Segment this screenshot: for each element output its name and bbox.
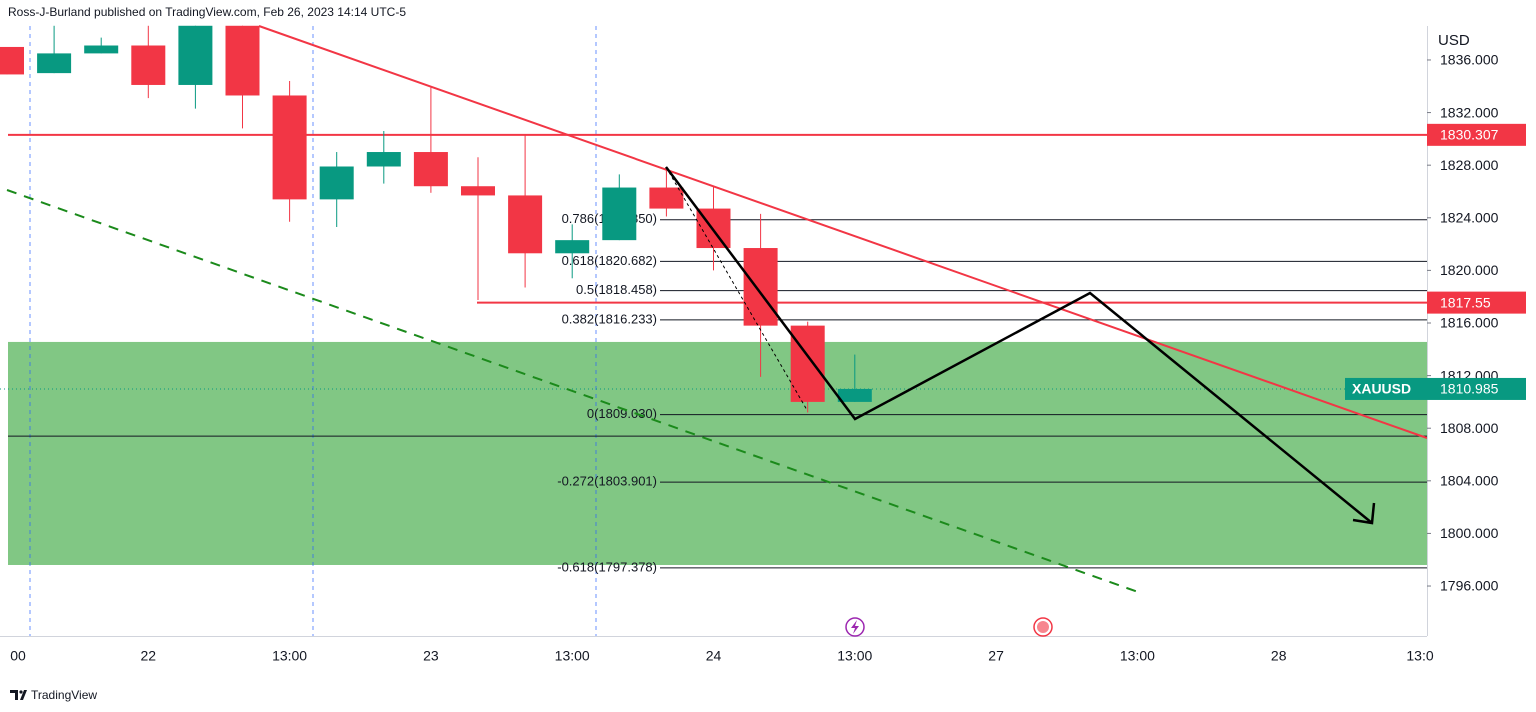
y-tick-label: 1804.000 <box>1440 473 1499 489</box>
candle-body <box>84 45 119 54</box>
price-axis-bg <box>1427 0 1536 712</box>
level-layer: 0.786(1823.850)0.618(1820.682)0.5(1818.4… <box>0 133 1427 574</box>
logo-dot <box>19 690 23 694</box>
green-dashed-trend <box>6 189 1139 593</box>
x-tick-label: 22 <box>141 648 157 664</box>
candle-body <box>37 53 72 74</box>
fib-label: 0(1809.030) <box>587 406 657 421</box>
candle-body <box>319 166 354 200</box>
x-tick-label: 13:00 <box>1120 648 1155 664</box>
candle-body <box>743 248 778 326</box>
y-tick-label: 1836.000 <box>1440 52 1499 68</box>
currency: USD <box>1438 32 1470 49</box>
symbol-box <box>1345 377 1526 400</box>
candle-body <box>0 46 24 75</box>
candle-body <box>649 187 684 209</box>
candle-body <box>602 187 637 241</box>
y-tick-label: 1820.000 <box>1440 262 1499 278</box>
candle-body <box>461 186 495 196</box>
fib-label: 0.5(1818.458) <box>576 282 657 297</box>
background-layer <box>8 341 1427 565</box>
candle-body <box>508 195 543 254</box>
x-tick-label: 13:00 <box>555 648 590 664</box>
y-tick-label: 1832.000 <box>1440 104 1499 120</box>
axis-layer: 1830.307 1817.55 1836.000 1832.000 1828.000 1… <box>10 52 1526 664</box>
candle-body <box>790 325 825 402</box>
y-tick-label: 1828.000 <box>1440 157 1499 173</box>
event-icons <box>845 617 1053 637</box>
candle-body <box>178 25 213 85</box>
lightning <box>851 620 859 634</box>
y-tick-label: 1808.000 <box>1440 420 1499 436</box>
fib-label: 0.618(1820.682) <box>562 253 657 268</box>
support-zone <box>8 341 1427 565</box>
trend-lines <box>6 25 1428 593</box>
session-separators <box>29 26 597 636</box>
symbol-label: XAUUSD <box>1352 381 1411 397</box>
fib-label: 0.382(1816.233) <box>562 311 657 326</box>
flag <box>1037 621 1049 633</box>
fib-label: -0.272(1803.901) <box>557 474 657 489</box>
last-price-label: 1810.985 <box>1440 381 1499 397</box>
y-tick-label: 1824.000 <box>1440 209 1499 225</box>
brand: TradingView <box>31 688 97 702</box>
candle-body <box>131 45 166 85</box>
price-label-box <box>1427 291 1526 314</box>
x-tick-label: 28 <box>1271 648 1287 664</box>
x-tick-label: 00 <box>10 648 26 664</box>
logo <box>10 690 27 700</box>
y-tick-label: 1796.000 <box>1440 578 1499 594</box>
footer: TradingView <box>10 688 97 702</box>
time-axis-bg <box>0 637 1427 712</box>
projection-path <box>665 166 1373 524</box>
candle-body <box>555 240 590 254</box>
y-tick-label: 1816.000 <box>1440 315 1499 331</box>
price-label: 1830.307 <box>1440 127 1499 143</box>
candle-body <box>837 388 872 402</box>
x-tick-label: 13:00 <box>837 648 872 664</box>
fib-base-line <box>665 166 808 411</box>
x-tick-label: 13:00 <box>272 648 307 664</box>
price-label-box <box>1427 123 1526 146</box>
red-trend-line <box>258 25 1428 439</box>
y-tick-label: 1800.000 <box>1440 525 1499 541</box>
x-tick-label: 24 <box>706 648 722 664</box>
candle-body <box>366 152 401 167</box>
x-tick-label: 27 <box>988 648 1004 664</box>
projection-arrowhead <box>1352 502 1376 525</box>
price-label: 1817.55 <box>1440 294 1491 310</box>
attribution: Ross-J-Burland published on TradingView.… <box>8 5 406 19</box>
x-tick-label: 13:0 <box>1406 648 1433 664</box>
x-tick-label: 23 <box>423 648 439 664</box>
projection <box>665 166 1376 525</box>
candle-body <box>225 25 260 96</box>
candle-layer <box>0 25 872 413</box>
candle-body <box>413 152 448 187</box>
candle-body <box>272 95 307 200</box>
fib-label: -0.618(1797.378) <box>557 559 657 574</box>
